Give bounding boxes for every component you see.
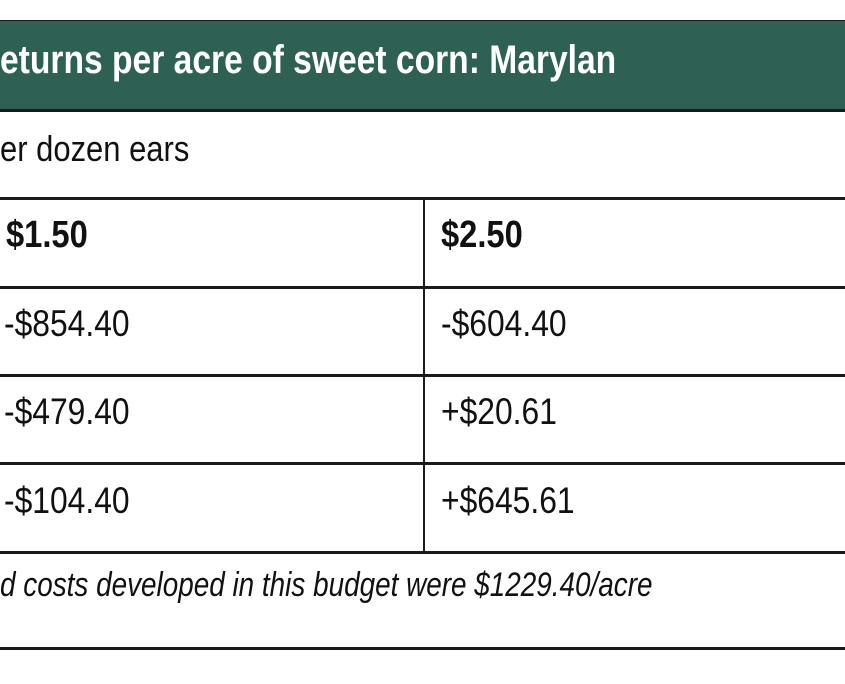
table-subtitle: er dozen ears [0, 128, 190, 169]
table-cell: +$20.61 [441, 391, 557, 432]
table-cell: -$104.40 [4, 480, 130, 521]
table-cell: -$854.40 [4, 303, 130, 344]
divider [0, 109, 845, 112]
divider [0, 197, 845, 200]
divider [0, 551, 845, 554]
table-cell: +$645.61 [441, 480, 575, 521]
divider [0, 374, 845, 377]
bottom-border [0, 647, 845, 650]
footnote: d costs developed in this budget were $1… [0, 566, 653, 604]
table-title-band [0, 21, 845, 110]
column-header-1: $1.50 [6, 214, 88, 256]
divider [0, 462, 845, 465]
column-header-2: $2.50 [441, 214, 523, 256]
table-cell: -$604.40 [441, 303, 567, 344]
table-title: eturns per acre of sweet corn: Marylan [0, 38, 617, 82]
divider [0, 286, 845, 289]
table-cell: -$479.40 [4, 391, 130, 432]
